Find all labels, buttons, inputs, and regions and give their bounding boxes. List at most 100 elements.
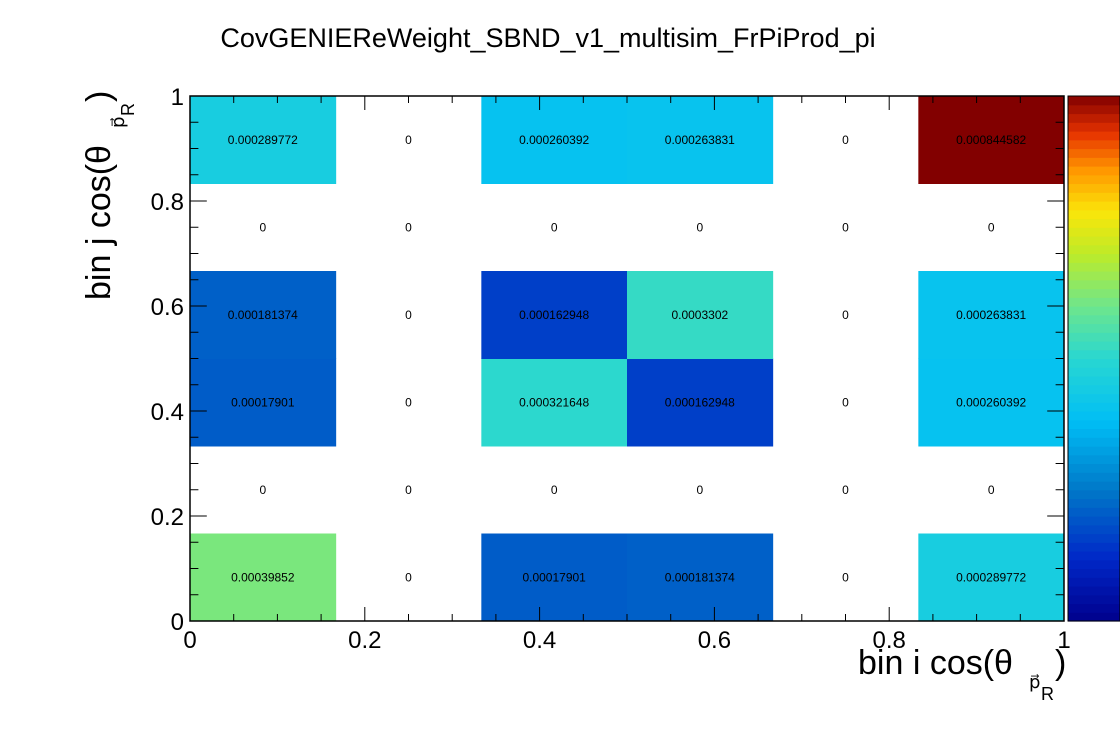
colorbar-segment bbox=[1068, 472, 1120, 482]
x-axis-title-main: bin i cos(θ bbox=[858, 644, 1013, 682]
heatmap-cell bbox=[627, 533, 774, 622]
colorbar-segment bbox=[1068, 323, 1120, 333]
colorbar-segment bbox=[1068, 96, 1120, 106]
x-axis-title-sub: p⃗ bbox=[1029, 672, 1040, 692]
colorbar-segment bbox=[1068, 122, 1120, 132]
y-tick-label: 0.2 bbox=[151, 504, 184, 531]
cell-value-label: 0 bbox=[988, 483, 995, 497]
heatmap-cell bbox=[918, 96, 1065, 184]
heatmap-cell bbox=[918, 533, 1065, 622]
cell-value-label: 0 bbox=[842, 133, 849, 147]
heatmap-cell bbox=[481, 533, 628, 622]
chart-title: CovGENIEReWeight_SBND_v1_multisim_FrPiPr… bbox=[220, 23, 875, 53]
cell-value-label: 0 bbox=[842, 483, 849, 497]
heatmap-cells bbox=[190, 96, 1065, 622]
colorbar-segment bbox=[1068, 367, 1120, 377]
colorbar-segment bbox=[1068, 551, 1120, 561]
colorbar-segment bbox=[1068, 411, 1120, 421]
y-tick-label: 1 bbox=[171, 84, 184, 111]
colorbar-segment bbox=[1068, 376, 1120, 386]
colorbar-segment bbox=[1068, 533, 1120, 543]
cell-value-label: 0 bbox=[842, 220, 849, 234]
colorbar-segment bbox=[1068, 104, 1120, 115]
colorbar-frame bbox=[1067, 95, 1120, 622]
colorbar-segment bbox=[1068, 253, 1120, 263]
colorbar-segment bbox=[1068, 498, 1120, 508]
cell-value-label: 0.000263831 bbox=[956, 308, 1026, 322]
y-axis-title-subsub: R bbox=[118, 103, 138, 116]
heatmap-cell bbox=[627, 358, 774, 447]
colorbar-segment bbox=[1068, 586, 1120, 596]
color-scale-bar bbox=[1067, 95, 1120, 622]
cell-value-label: 0 bbox=[405, 308, 412, 322]
colorbar-segment bbox=[1068, 507, 1120, 517]
colorbar-segment bbox=[1068, 139, 1120, 150]
x-tick-label: 0.4 bbox=[523, 627, 556, 654]
colorbar-segment bbox=[1068, 131, 1120, 141]
cell-value-label: 0.000181374 bbox=[665, 570, 735, 584]
cell-value-label: 0 bbox=[551, 483, 558, 497]
y-tick-label: 0.6 bbox=[151, 294, 184, 321]
x-axis-tick-labels: 0 0.2 0.4 0.6 0.8 1 bbox=[183, 627, 1070, 654]
heatmap-cell bbox=[190, 96, 337, 184]
y-tick-label: 0.8 bbox=[151, 189, 184, 216]
colorbar-segment bbox=[1068, 148, 1120, 158]
cell-value-label: 0.000844582 bbox=[956, 133, 1026, 147]
cell-value-label: 0 bbox=[405, 570, 412, 584]
colorbar-segment bbox=[1068, 603, 1120, 613]
heatmap-cell bbox=[190, 533, 337, 622]
heatmap-cell bbox=[627, 271, 774, 359]
x-tick-label: 0.8 bbox=[873, 627, 906, 654]
cell-value-label: 0 bbox=[842, 308, 849, 322]
colorbar-segment bbox=[1068, 437, 1120, 447]
cell-value-label: 0 bbox=[551, 220, 558, 234]
colorbar-segment bbox=[1068, 577, 1120, 587]
heatmap-cell bbox=[481, 271, 628, 359]
colorbar-segment bbox=[1068, 218, 1120, 228]
colorbar-segment bbox=[1068, 384, 1120, 395]
colorbar-segment bbox=[1068, 419, 1120, 430]
cell-value-label: 0.00039852 bbox=[231, 570, 295, 584]
cell-value-label: 0.000260392 bbox=[956, 395, 1026, 409]
x-axis-title-close: ) bbox=[1055, 644, 1066, 682]
cell-value-label: 0.000260392 bbox=[519, 133, 589, 147]
colorbar-segment bbox=[1068, 236, 1120, 246]
x-axis-title: bin i cos(θ p⃗ R ) bbox=[858, 644, 1066, 704]
svg-text:bin i cos(θ: bin i cos(θ bbox=[858, 644, 1013, 682]
cell-value-label: 0.00017901 bbox=[522, 570, 586, 584]
cell-value-label: 0 bbox=[842, 570, 849, 584]
y-tick-label: 0 bbox=[171, 609, 184, 636]
colorbar-segment bbox=[1068, 341, 1120, 351]
colorbar-segment bbox=[1068, 454, 1120, 465]
x-tick-label: 0.2 bbox=[348, 627, 381, 654]
colorbar-segment bbox=[1068, 201, 1120, 211]
colorbar-segment bbox=[1068, 428, 1120, 438]
colorbar-segment bbox=[1068, 288, 1120, 298]
colorbar-segment bbox=[1068, 402, 1120, 412]
colorbar-segment bbox=[1068, 542, 1120, 552]
heatmap-cell-labels: 0.00039852 0 0.00017901 0.000181374 0 0.00028… bbox=[228, 133, 1027, 585]
colorbar-segment bbox=[1068, 446, 1120, 456]
colorbar-segment bbox=[1068, 349, 1120, 360]
heatmap-cell bbox=[190, 271, 337, 359]
cell-value-label: 0.000162948 bbox=[519, 308, 589, 322]
colorbar-segment bbox=[1068, 314, 1120, 325]
colorbar-segment bbox=[1068, 393, 1120, 403]
colorbar-segment bbox=[1068, 481, 1120, 491]
colorbar-segment bbox=[1068, 463, 1120, 473]
y-axis-title: bin j cos(θ p⃗ R ) bbox=[80, 91, 138, 300]
cell-value-label: 0.000162948 bbox=[665, 395, 735, 409]
colorbar-segment bbox=[1068, 157, 1120, 167]
x-axis-title-subsub: R bbox=[1041, 684, 1054, 704]
y-axis-title-close: ) bbox=[80, 91, 118, 102]
colorbar-segment bbox=[1068, 297, 1120, 307]
colorbar-segment bbox=[1068, 174, 1120, 185]
colorbar-segment bbox=[1068, 516, 1120, 526]
axis-ticks bbox=[189, 95, 1065, 622]
colorbar-segment bbox=[1068, 244, 1120, 255]
cell-value-label: 0 bbox=[405, 220, 412, 234]
colorbar-segment bbox=[1068, 279, 1120, 290]
cell-value-label: 0.000289772 bbox=[956, 570, 1026, 584]
cell-value-label: 0 bbox=[405, 395, 412, 409]
